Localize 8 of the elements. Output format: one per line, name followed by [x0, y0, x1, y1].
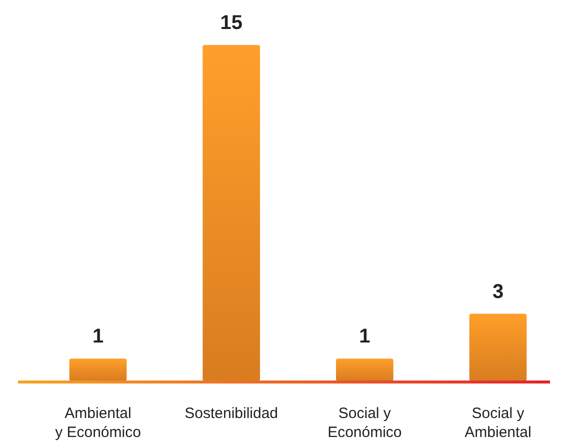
data-label: 3 [492, 280, 504, 303]
x-tick-label: Social y Ambiental [464, 405, 532, 441]
x-tick-label: Ambiental y Económico [55, 405, 141, 441]
data-label: 1 [92, 326, 104, 348]
x-tick-label: Sostenibilidad [184, 405, 278, 422]
data-label: 15 [220, 12, 242, 34]
data-label: 1 [359, 326, 370, 348]
x-tick-label: Social y Económico [328, 405, 402, 441]
